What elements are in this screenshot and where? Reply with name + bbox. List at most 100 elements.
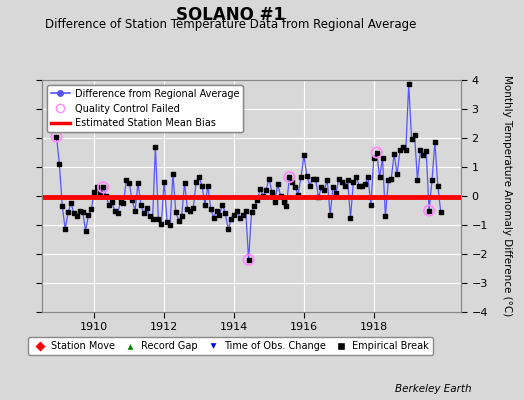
Point (256, 186, 265, 192)
Point (323, 177, 331, 183)
Point (291, 184, 299, 190)
Point (116, 199, 125, 205)
Point (419, 152, 428, 158)
Point (369, 155, 378, 162)
Point (81, 228, 90, 234)
Point (317, 184, 325, 190)
Point (79, 209, 87, 215)
Point (157, 220, 166, 227)
Point (230, 212, 238, 218)
Point (422, 148, 430, 154)
Point (358, 183, 366, 189)
Point (247, 209, 256, 215)
Point (343, 177, 352, 183)
Point (337, 178, 346, 185)
Point (384, 177, 392, 183)
Point (378, 155, 387, 162)
Point (87, 206, 95, 212)
Point (186, 207, 194, 214)
Point (52, 133, 61, 140)
Point (215, 212, 224, 218)
Point (309, 175, 317, 182)
Point (346, 214, 355, 221)
Point (99, 184, 107, 190)
Point (204, 183, 212, 189)
Point (349, 178, 357, 185)
Point (151, 144, 160, 150)
Point (285, 174, 293, 180)
Point (169, 171, 177, 178)
Point (73, 213, 81, 220)
Point (119, 200, 128, 206)
Legend: Difference from Regional Average, Quality Control Failed, Estimated Station Mean: Difference from Regional Average, Qualit… (47, 85, 243, 132)
Point (122, 177, 130, 183)
Point (268, 188, 276, 195)
Point (285, 174, 293, 180)
Point (326, 212, 334, 218)
Point (111, 207, 119, 214)
Point (189, 204, 198, 211)
Point (305, 183, 314, 189)
Point (195, 174, 203, 180)
Point (242, 207, 250, 214)
Point (265, 175, 273, 182)
Point (137, 202, 145, 208)
Point (64, 209, 72, 215)
Point (227, 216, 235, 222)
Point (174, 218, 183, 224)
Point (396, 146, 404, 153)
Point (425, 207, 433, 214)
Legend: Station Move, Record Gap, Time of Obs. Change, Empirical Break: Station Move, Record Gap, Time of Obs. C… (28, 337, 433, 355)
Y-axis label: Monthly Temperature Anomaly Difference (°C): Monthly Temperature Anomaly Difference (… (502, 75, 512, 317)
Point (329, 184, 337, 190)
Point (107, 199, 116, 205)
Point (61, 226, 69, 232)
Point (210, 214, 218, 221)
Point (201, 202, 209, 208)
Point (206, 206, 215, 212)
Point (198, 183, 206, 189)
Point (311, 175, 320, 182)
Point (262, 187, 270, 193)
Point (218, 202, 226, 208)
Point (125, 180, 134, 186)
Point (180, 180, 189, 186)
Point (399, 144, 407, 150)
Point (332, 190, 340, 196)
Point (387, 175, 396, 182)
Point (148, 216, 157, 222)
Text: SOLANO #1: SOLANO #1 (176, 6, 285, 24)
Point (221, 210, 230, 217)
Point (303, 172, 311, 179)
Point (58, 203, 67, 209)
Point (416, 146, 424, 153)
Point (192, 178, 200, 185)
Point (375, 174, 384, 180)
Point (238, 212, 247, 218)
Point (434, 183, 442, 189)
Point (70, 210, 78, 217)
Point (410, 132, 419, 138)
Point (96, 190, 104, 196)
Point (128, 197, 136, 204)
Point (259, 193, 267, 199)
Point (361, 181, 369, 188)
Text: Difference of Station Temperature Data from Regional Average: Difference of Station Temperature Data f… (45, 18, 416, 31)
Point (131, 207, 139, 214)
Point (282, 203, 291, 209)
Point (105, 202, 113, 208)
Point (425, 207, 433, 214)
Point (274, 181, 282, 188)
Point (178, 213, 186, 220)
Point (183, 206, 192, 212)
Text: Berkeley Earth: Berkeley Earth (395, 384, 472, 394)
Point (244, 257, 253, 263)
Point (428, 177, 436, 183)
Point (405, 81, 413, 88)
Point (408, 136, 416, 143)
Point (335, 175, 343, 182)
Point (84, 212, 93, 218)
Point (355, 183, 364, 189)
Point (436, 209, 445, 215)
Point (288, 178, 297, 185)
